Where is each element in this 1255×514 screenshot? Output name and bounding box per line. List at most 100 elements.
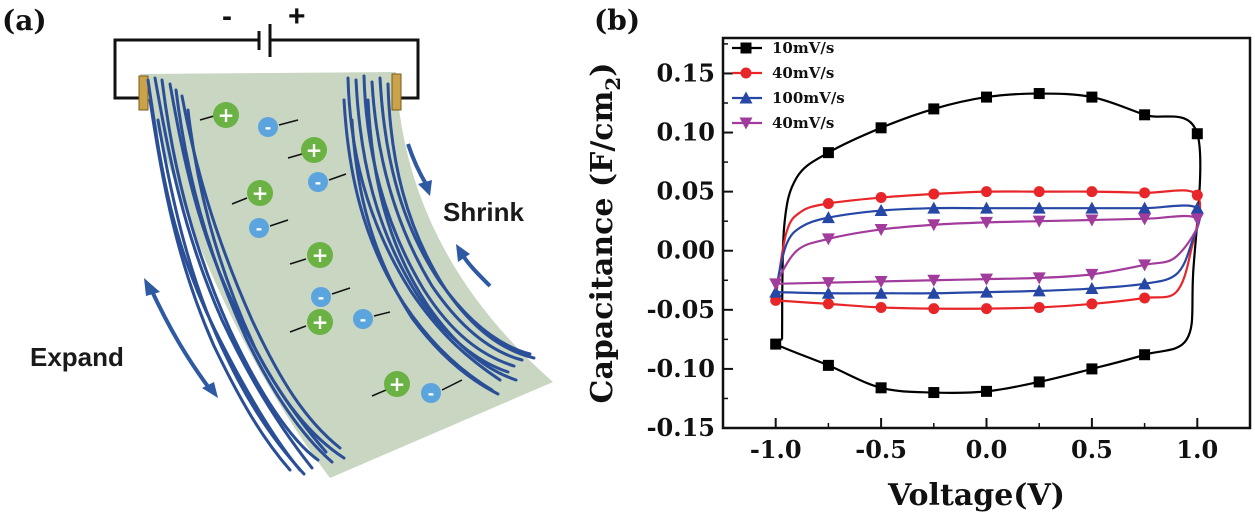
anion-1: - [258, 117, 299, 137]
y-axis-title-main: Capacitance (F/cm [585, 90, 620, 403]
series-0-point-3 [981, 91, 992, 103]
series-0-point-11 [981, 385, 992, 397]
series-0-point-2 [928, 103, 940, 115]
shrink-arrow-bottom-icon [456, 244, 492, 288]
series-3-point-12 [927, 274, 941, 287]
series-2-point-10 [1032, 284, 1046, 297]
anion-6-sign: - [428, 384, 435, 403]
y-axis-title-subscript: 2 [601, 77, 625, 91]
anion-2-sign: - [315, 173, 322, 192]
cation-1-sign: + [218, 103, 235, 127]
series-0-point-0 [822, 147, 834, 159]
series-1-point-0 [822, 197, 834, 209]
series-1-point-13 [875, 301, 887, 313]
series-1-point-15 [770, 294, 782, 306]
series-2-point-5 [1085, 201, 1099, 214]
legend-marker-2 [739, 91, 753, 104]
series-1-point-10 [1033, 301, 1045, 313]
series-1-point-6 [1139, 187, 1151, 199]
circuit-wire-left [113, 38, 258, 100]
cation-4-sign: + [312, 243, 329, 267]
series-3-point-2 [927, 219, 941, 232]
series-2-point-0 [821, 211, 835, 224]
series-2-point-8 [1138, 277, 1152, 290]
cv-chart: -1.0 -0.5 0.0 0.5 1.0 -0.15 -0.10 -0.05 0.00 0.05… [585, 36, 1252, 513]
legend-marker-0 [740, 42, 752, 54]
y-tick-label: 0.10 [657, 118, 715, 147]
series-1-point-14 [822, 298, 834, 310]
series-3-point-7 [1190, 213, 1204, 226]
series-3-point-13 [874, 275, 888, 288]
series-2-point-2 [927, 201, 941, 214]
battery-minus-label: - [222, 0, 232, 33]
series-0-point-10 [1033, 376, 1045, 388]
series-2-point-6 [1138, 201, 1152, 214]
series-3-point-6 [1138, 213, 1152, 226]
series-3-point-3 [980, 216, 993, 229]
series-0-point-15 [770, 338, 782, 350]
flexible-film [140, 72, 553, 478]
anion-4: - [311, 287, 351, 307]
battery-circuit [113, 24, 420, 100]
anion-3-sign: - [256, 219, 263, 238]
series-1-point-12 [928, 303, 940, 315]
series-0-point-7 [1191, 128, 1203, 140]
y-tick-label: 0.00 [657, 236, 715, 265]
legend-marker-1 [740, 67, 752, 79]
legend-label-0: 10mV/s [772, 39, 834, 57]
cation-6-sign: + [389, 372, 406, 396]
y-tick-label: -0.15 [647, 413, 715, 442]
series-1-point-8 [1139, 292, 1151, 304]
right-fiber-bundle [342, 74, 536, 396]
series-0-point-6 [1139, 109, 1151, 121]
cation-4: + [289, 242, 333, 268]
series-0-point-8 [1139, 349, 1151, 361]
series-2-point-11 [980, 285, 993, 298]
series-3-point-9 [1085, 268, 1099, 281]
series-0-point-1 [875, 122, 887, 134]
anion-3: - [249, 218, 289, 238]
cation-5-sign: + [312, 310, 329, 334]
series-0-point-12 [928, 387, 940, 399]
cation-5: + [289, 309, 333, 335]
y-tick-label: 0.15 [657, 58, 715, 87]
shrink-label: Shrink [443, 197, 524, 227]
expand-label: Expand [30, 342, 124, 372]
series-line-0 [772, 92, 1202, 394]
series-3-point-0 [821, 233, 835, 246]
right-electrode [391, 73, 402, 111]
series-1-point-11 [981, 303, 992, 315]
series-2-point-7 [1190, 201, 1204, 214]
series-2-point-15 [769, 285, 783, 298]
ions: + - + - + [199, 102, 463, 403]
cation-3-sign: + [252, 181, 269, 205]
cation-2: + [287, 137, 327, 163]
y-tick-label: -0.10 [647, 354, 715, 383]
left-electrode [138, 75, 149, 111]
anion-4-sign: - [318, 288, 325, 307]
series-1-point-9 [1086, 298, 1098, 310]
anion-1-sign: - [265, 118, 272, 137]
series-0-point-13 [875, 382, 887, 394]
series-3-point-11 [980, 273, 993, 286]
x-tick-label: -1.0 [750, 435, 802, 464]
cation-3: + [231, 180, 273, 206]
circuit-wire-right [270, 38, 420, 100]
series-0-point-14 [822, 359, 834, 371]
series-1-point-5 [1086, 186, 1098, 198]
series-3-point-5 [1085, 214, 1099, 227]
x-axis-title: Voltage(V) [887, 478, 1065, 513]
series-3-point-15 [769, 278, 783, 291]
panel-a: (a) - + [2, 0, 553, 478]
y-axis-title: Capacitance (F/cm2) [585, 63, 625, 404]
series-0-point-5 [1086, 91, 1098, 103]
cation-6: + [371, 371, 410, 397]
series-1-point-2 [928, 188, 940, 200]
series-0-point-4 [1033, 88, 1045, 100]
anion-5: - [353, 309, 391, 329]
series-2-point-13 [874, 286, 888, 299]
series-0-point-9 [1086, 363, 1098, 375]
legend-marker-3 [739, 117, 753, 130]
series-2-point-9 [1085, 282, 1099, 295]
